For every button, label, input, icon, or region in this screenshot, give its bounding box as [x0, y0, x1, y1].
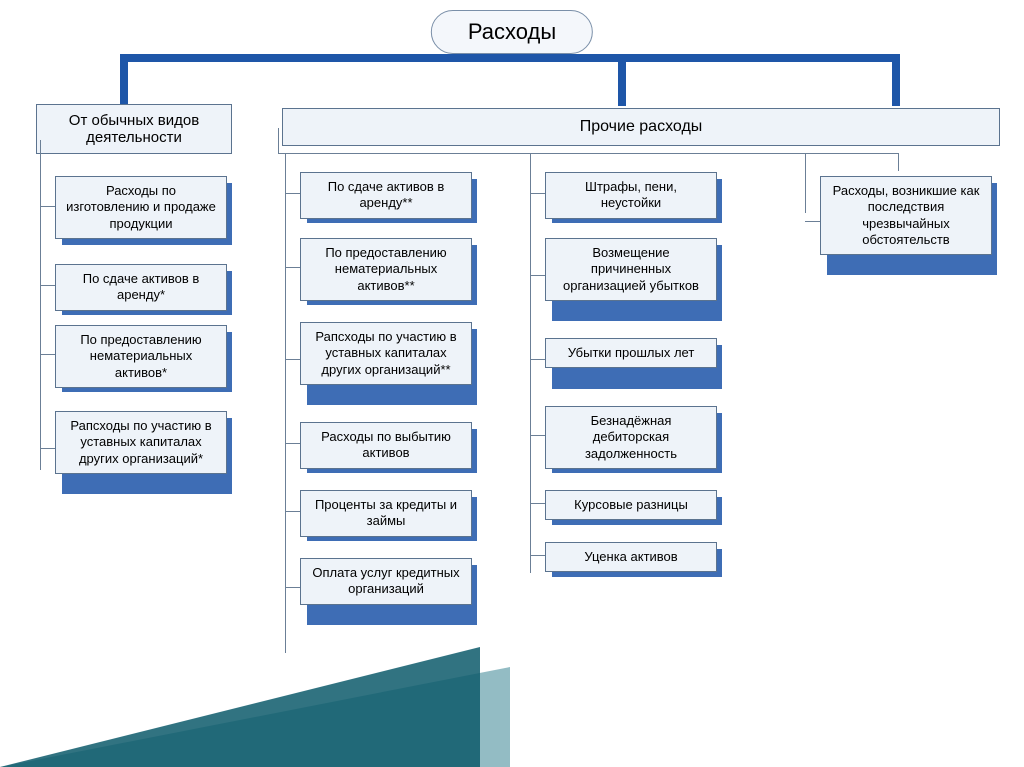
- c2-h5: [285, 587, 300, 588]
- c3-h0: [530, 193, 545, 194]
- col2-item-2: Рапсходы по участию в уставных капиталах…: [300, 322, 472, 385]
- c1-h3: [40, 448, 55, 449]
- c1-h1: [40, 285, 55, 286]
- c3-h5: [530, 555, 545, 556]
- col3-item-5: Уценка активов: [545, 542, 717, 572]
- c3-h4: [530, 503, 545, 504]
- c1-h2: [40, 354, 55, 355]
- c3-h1: [530, 275, 545, 276]
- line-rcat-v: [278, 128, 279, 153]
- col3-item-2: Убытки прошлых лет: [545, 338, 717, 368]
- col1-item-3: Рапсходы по участию в уставных капиталах…: [55, 411, 227, 474]
- col4-item-0: Расходы, возникшие как последствия чрезв…: [820, 176, 992, 255]
- c4-h0: [805, 221, 820, 222]
- c3-h2: [530, 359, 545, 360]
- line-col4-drop2: [898, 153, 899, 171]
- line-col1-v: [40, 140, 41, 470]
- col1-item-1: По сдаче активов в аренду*: [55, 264, 227, 311]
- c2-h1: [285, 267, 300, 268]
- main-connector: [120, 54, 900, 62]
- col1-item-0: Расходы по изготовлению и продаже продук…: [55, 176, 227, 239]
- c2-h3: [285, 443, 300, 444]
- col3-item-1: Возмещение причиненных организацией убыт…: [545, 238, 717, 301]
- c2-h4: [285, 511, 300, 512]
- col2-item-3: Расходы по выбытию активов: [300, 422, 472, 469]
- decorative-triangle: [0, 647, 480, 767]
- col3-item-4: Курсовые разницы: [545, 490, 717, 520]
- category-ordinary: От обычных видов деятельности: [36, 104, 232, 154]
- col2-item-1: По предоставлению нематериальных активов…: [300, 238, 472, 301]
- col1-item-2: По предоставлению нематериальных активов…: [55, 325, 227, 388]
- connector-drop-right: [892, 54, 900, 106]
- line-col3-drop: [530, 153, 531, 573]
- c1-h0: [40, 206, 55, 207]
- col2-item-0: По сдаче активов в аренду**: [300, 172, 472, 219]
- line-col4-drop: [805, 153, 806, 213]
- col3-item-3: Безнадёжная дебиторская задолженность: [545, 406, 717, 469]
- c2-h0: [285, 193, 300, 194]
- connector-drop-left: [120, 54, 128, 106]
- c3-h3: [530, 435, 545, 436]
- connector-drop-mid: [618, 54, 626, 106]
- col3-item-0: Штрафы, пени, неустойки: [545, 172, 717, 219]
- c2-h2: [285, 359, 300, 360]
- root-node: Расходы: [431, 10, 593, 54]
- col2-item-5: Оплата услуг кредитных организаций: [300, 558, 472, 605]
- line-col2-drop: [285, 153, 286, 653]
- category-other: Прочие расходы: [282, 108, 1000, 146]
- col2-item-4: Проценты за кредиты и займы: [300, 490, 472, 537]
